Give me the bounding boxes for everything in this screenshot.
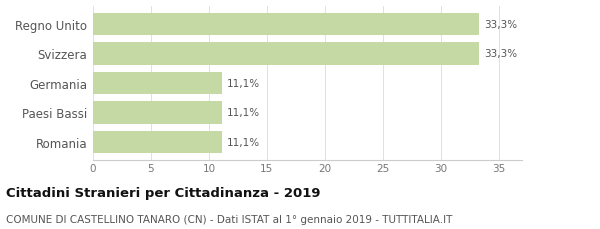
Text: 33,3%: 33,3% — [484, 20, 517, 30]
Text: 33,3%: 33,3% — [484, 49, 517, 59]
Bar — [93, 43, 479, 65]
Bar — [93, 73, 222, 95]
Text: Cittadini Stranieri per Cittadinanza - 2019: Cittadini Stranieri per Cittadinanza - 2… — [6, 186, 320, 199]
Bar — [93, 131, 222, 153]
Text: 11,1%: 11,1% — [226, 79, 259, 89]
Bar — [93, 102, 222, 124]
Bar — [93, 14, 479, 36]
Text: COMUNE DI CASTELLINO TANARO (CN) - Dati ISTAT al 1° gennaio 2019 - TUTTITALIA.IT: COMUNE DI CASTELLINO TANARO (CN) - Dati … — [6, 214, 452, 224]
Text: 11,1%: 11,1% — [226, 137, 259, 147]
Text: 11,1%: 11,1% — [226, 108, 259, 118]
